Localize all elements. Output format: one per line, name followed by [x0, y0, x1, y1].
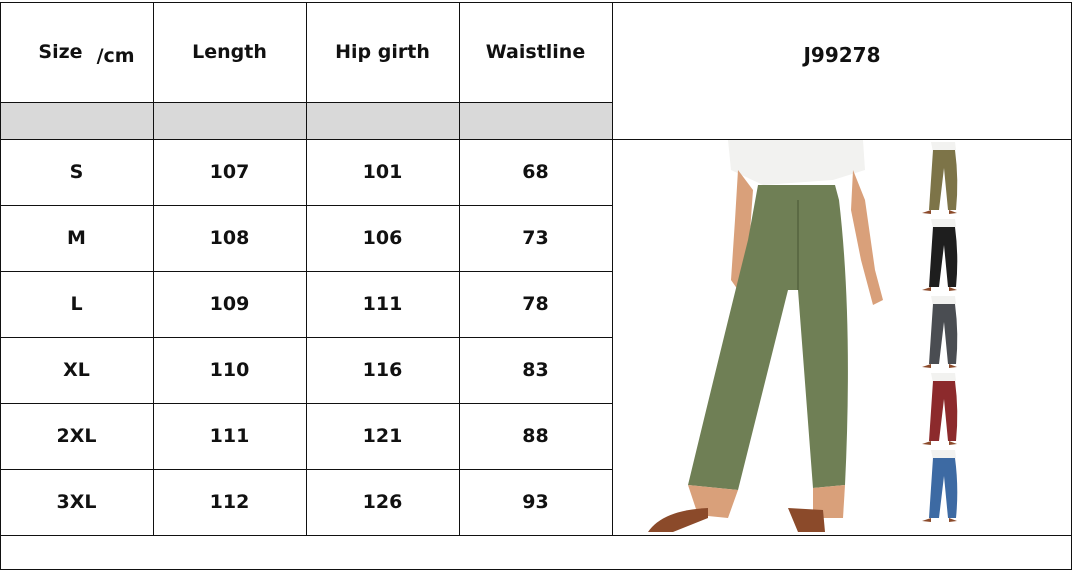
header-unit-label: /cm	[96, 45, 135, 67]
main-model-image	[648, 140, 883, 532]
cell-size: L	[70, 293, 83, 315]
header-hip-girth: Hip girth	[335, 41, 430, 63]
cell-size: XL	[63, 359, 90, 381]
cell-length: 107	[209, 161, 250, 183]
main-pants	[688, 185, 848, 490]
cell-hip: 116	[362, 359, 403, 381]
cell-length: 112	[209, 491, 250, 513]
header-size: Size /cm	[0, 2, 153, 102]
cell-waist: 93	[522, 491, 549, 513]
variant-thumbnail	[922, 450, 958, 522]
header-waistline: Waistline	[485, 41, 586, 63]
product-code: J99278	[803, 42, 881, 67]
grid-line	[153, 2, 154, 535]
cell-hip: 121	[362, 425, 403, 447]
cell-length: 109	[209, 293, 250, 315]
grid-line	[0, 139, 1072, 140]
variant-thumbnail	[922, 142, 958, 214]
cell-waist: 68	[522, 161, 549, 183]
cell-waist: 78	[522, 293, 549, 315]
grid-line	[0, 535, 1072, 536]
cell-hip: 126	[362, 491, 403, 513]
grid-line	[1071, 2, 1072, 570]
cell-waist: 83	[522, 359, 549, 381]
cell-hip: 111	[362, 293, 403, 315]
cell-length: 108	[209, 227, 250, 249]
grid-line	[612, 2, 613, 535]
grid-line	[0, 535, 1, 570]
cell-length: 111	[209, 425, 250, 447]
cell-length: 110	[209, 359, 250, 381]
color-variant-thumbnails	[922, 142, 958, 522]
variant-thumbnail	[922, 219, 958, 291]
variant-thumbnail	[922, 296, 958, 368]
cell-waist: 88	[522, 425, 549, 447]
grid-line	[459, 2, 460, 535]
grid-line	[0, 569, 1072, 570]
product-photo	[648, 140, 958, 532]
variant-thumbnail	[922, 373, 958, 445]
cell-size: S	[69, 161, 84, 183]
grid-line	[0, 2, 1, 535]
header-length: Length	[192, 41, 267, 63]
cell-size: 3XL	[56, 491, 97, 513]
cell-size: 2XL	[56, 425, 97, 447]
grid-line	[0, 2, 1072, 3]
header-size-label: Size	[38, 41, 83, 63]
cell-size: M	[67, 227, 86, 249]
cell-hip: 106	[362, 227, 403, 249]
cell-hip: 101	[362, 161, 403, 183]
grid-line	[306, 2, 307, 535]
cell-waist: 73	[522, 227, 549, 249]
